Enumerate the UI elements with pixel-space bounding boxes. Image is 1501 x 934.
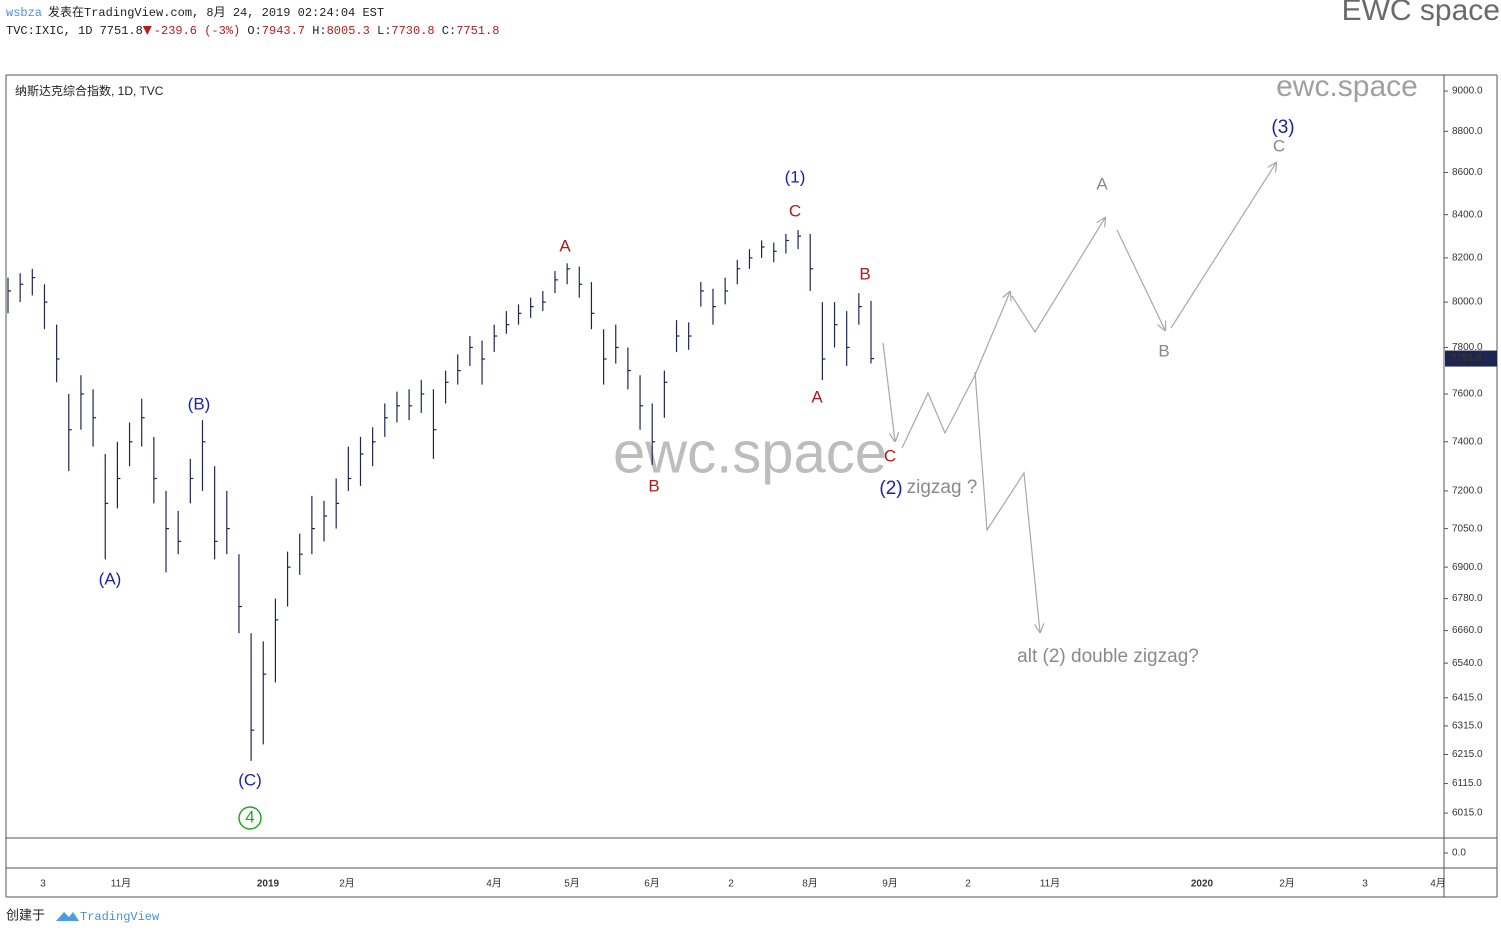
y-tick-label: 6415.0 bbox=[1452, 692, 1483, 703]
x-tick-label: 9月 bbox=[882, 878, 898, 890]
wave-label: A bbox=[559, 236, 571, 255]
author[interactable]: wsbza bbox=[6, 6, 42, 20]
chart-title: 纳斯达克综合指数, 1D, TVC bbox=[15, 83, 164, 98]
projection bbox=[882, 163, 1276, 632]
x-tick-label: 4月 bbox=[486, 878, 502, 890]
y-tick-label: 7200.0 bbox=[1452, 486, 1483, 497]
wave-label: B bbox=[1158, 341, 1169, 360]
x-tick-label: 2019 bbox=[257, 879, 280, 890]
y-tick-label: 8000.0 bbox=[1452, 297, 1483, 308]
y-tick-label: 6780.0 bbox=[1452, 593, 1483, 604]
wave-label: (2) bbox=[879, 478, 902, 499]
y-tick-label: 6540.0 bbox=[1452, 658, 1483, 669]
wave-label: (C) bbox=[238, 770, 262, 789]
x-tick-label: 2月 bbox=[1279, 878, 1295, 890]
y-tick-label: 8400.0 bbox=[1452, 209, 1483, 220]
last-price-box bbox=[1445, 350, 1497, 367]
watermark: ewc.space bbox=[613, 420, 887, 485]
y-tick-label: 7600.0 bbox=[1452, 389, 1483, 400]
y-tick-label: 6900.0 bbox=[1452, 562, 1483, 573]
footer-created: 创建于 bbox=[6, 907, 45, 922]
watermark: ewc.space bbox=[1276, 70, 1418, 103]
symbol: TVC:IXIC, 1D bbox=[6, 24, 92, 38]
wave-label: C bbox=[789, 201, 801, 220]
x-tick-label: 6月 bbox=[644, 878, 660, 890]
x-tick-label: 3 bbox=[1362, 879, 1368, 890]
y-tick-label: 0.0 bbox=[1452, 848, 1466, 859]
wave-label: zigzag ? bbox=[907, 477, 978, 498]
wave-label: B bbox=[648, 476, 659, 495]
x-tick-label: 2月 bbox=[339, 878, 355, 890]
x-tick-label: 2 bbox=[728, 879, 734, 890]
change: -239.6 bbox=[154, 24, 197, 38]
y-tick-label: 6115.0 bbox=[1452, 778, 1482, 789]
wave-label: C bbox=[1273, 136, 1285, 155]
y-tick-label: 8600.0 bbox=[1452, 167, 1483, 178]
quote-field-value: 7751.8 bbox=[456, 24, 499, 38]
x-tick-label: 3 bbox=[40, 879, 46, 890]
x-tick-label: 4月 bbox=[1430, 878, 1446, 890]
x-tick-label: 11月 bbox=[111, 878, 131, 890]
quote-field-value: 7730.8 bbox=[391, 24, 434, 38]
footer-brand[interactable]: TradingView bbox=[80, 910, 160, 924]
wave-label: alt (2) double zigzag? bbox=[1017, 646, 1199, 667]
x-tick-label: 2 bbox=[965, 879, 971, 890]
logo bbox=[56, 912, 79, 921]
y-tick-label: 7400.0 bbox=[1452, 436, 1483, 447]
y-tick-label: 6660.0 bbox=[1452, 625, 1483, 636]
y-tick-label: 7800.0 bbox=[1452, 342, 1483, 353]
last-price-label: 7751.8 bbox=[1451, 353, 1482, 364]
watermark: EWC space bbox=[1342, 0, 1500, 27]
wave-label: B bbox=[859, 264, 870, 283]
x-tick-label: 5月 bbox=[564, 878, 580, 890]
x-tick-label: 8月 bbox=[802, 878, 818, 890]
wave-label: (1) bbox=[785, 167, 806, 186]
y-tick-label: 6215.0 bbox=[1452, 749, 1483, 760]
wave-circle bbox=[238, 806, 262, 830]
wave-label: A bbox=[1096, 174, 1108, 193]
x-tick-label: 11月 bbox=[1040, 878, 1060, 890]
quote-field-name: O: bbox=[247, 24, 261, 38]
last: 7751.8 bbox=[100, 24, 143, 38]
quote-field-name: C: bbox=[442, 24, 456, 38]
quote-field-value: 8005.3 bbox=[327, 24, 370, 38]
y-tick-label: 8200.0 bbox=[1452, 252, 1483, 263]
x-tick-label: 2020 bbox=[1191, 879, 1214, 890]
y-tick-label: 6315.0 bbox=[1452, 721, 1483, 732]
y-tick-label: 6015.0 bbox=[1452, 808, 1483, 819]
wave-label: (A) bbox=[99, 569, 122, 588]
y-tick-label: 7050.0 bbox=[1452, 523, 1483, 534]
wave-label: (B) bbox=[188, 394, 211, 413]
wave-label: A bbox=[811, 387, 823, 406]
frame bbox=[5, 74, 1498, 898]
down-icon bbox=[142, 26, 152, 35]
quote-field-value: 7943.7 bbox=[262, 24, 305, 38]
quote-field-name: L: bbox=[377, 24, 391, 38]
quote-field-name: H: bbox=[312, 24, 326, 38]
wave-label: C bbox=[884, 446, 896, 465]
wave-label: (3) bbox=[1271, 117, 1294, 138]
y-tick-label: 8800.0 bbox=[1452, 126, 1483, 137]
wave-label: 4 bbox=[245, 807, 254, 826]
published: 发表在TradingView.com, 8月 24, 2019 02:24:04… bbox=[48, 4, 384, 20]
y-tick-label: 9000.0 bbox=[1452, 86, 1483, 97]
change-pct: (-3%) bbox=[204, 24, 240, 38]
